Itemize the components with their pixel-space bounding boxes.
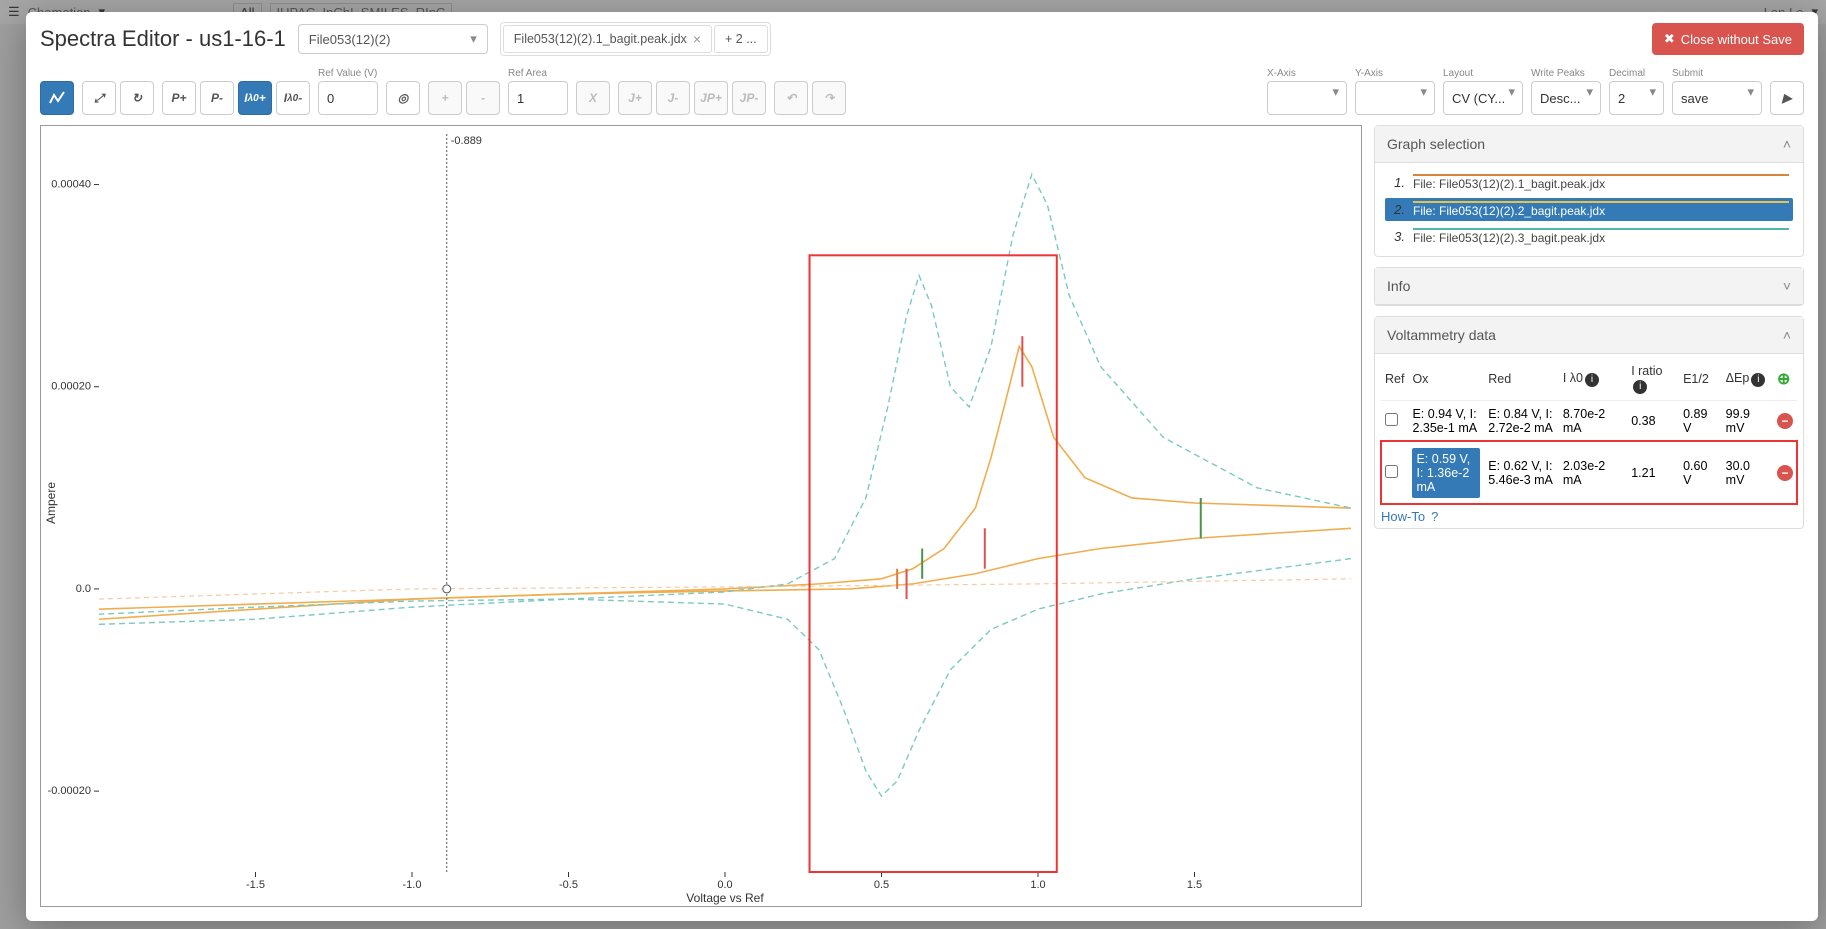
help-icon: ? bbox=[1431, 509, 1438, 524]
jp-plus-button[interactable]: JP+ bbox=[694, 81, 728, 115]
add-row-button[interactable]: ⊕ bbox=[1777, 371, 1790, 388]
chart[interactable]: -1.5 -1.0 -0.5 0.0 0.5 1.0 1.5 -0.00020 0.0 0.000… bbox=[40, 125, 1362, 907]
spectra-editor-modal: Spectra Editor - us1-16-1 File053(12)(2)… bbox=[26, 12, 1818, 921]
jp-minus-button[interactable]: JP- bbox=[732, 81, 766, 115]
graph-item[interactable]: 1. File: File053(12)(2).1_bagit.peak.jdx bbox=[1385, 171, 1793, 194]
svg-text:0.00020: 0.00020 bbox=[51, 381, 91, 393]
svg-text:-0.00020: -0.00020 bbox=[48, 785, 91, 797]
line-tool[interactable] bbox=[40, 81, 74, 115]
voltammetry-table: Ref Ox Red I λ0i I ratioi E1/2 ΔEpi ⊕ E:… bbox=[1381, 358, 1797, 505]
info-icon[interactable]: i bbox=[1585, 373, 1599, 387]
run-button[interactable]: ▶ bbox=[1770, 81, 1804, 115]
info-panel: Info ˅ bbox=[1374, 267, 1804, 306]
redo-button[interactable]: ↷ bbox=[812, 81, 846, 115]
xaxis-select[interactable] bbox=[1267, 81, 1347, 115]
il0-remove-button[interactable]: Iλ0- bbox=[276, 81, 310, 115]
undo-button[interactable]: ↶ bbox=[774, 81, 808, 115]
chevron-down-icon: ˅ bbox=[1783, 278, 1791, 294]
layout-select[interactable] bbox=[1443, 81, 1523, 115]
ref-checkbox[interactable] bbox=[1385, 413, 1398, 426]
reset-zoom-tool[interactable]: ↻ bbox=[120, 81, 154, 115]
remove-row-button[interactable]: − bbox=[1777, 465, 1793, 481]
minus-button[interactable]: - bbox=[466, 81, 500, 115]
ref-checkbox[interactable] bbox=[1385, 465, 1398, 478]
file-tab[interactable]: File053(12)(2).1_bagit.peak.jdx × bbox=[503, 25, 712, 53]
plus-button[interactable]: + bbox=[428, 81, 462, 115]
zoom-tool[interactable]: ⤢ bbox=[82, 81, 116, 115]
graph-item[interactable]: 3. File: File053(12)(2).3_bagit.peak.jdx bbox=[1385, 225, 1793, 248]
submit-select[interactable] bbox=[1672, 81, 1762, 115]
file-tabs: File053(12)(2).1_bagit.peak.jdx × + 2 ..… bbox=[500, 22, 771, 56]
close-without-save-button[interactable]: ✖ Close without Save bbox=[1652, 23, 1804, 55]
panel-header[interactable]: Info ˅ bbox=[1375, 268, 1803, 305]
peak-add-button[interactable]: P+ bbox=[162, 81, 196, 115]
ref-value-input[interactable] bbox=[318, 81, 378, 115]
svg-text:-0.889: -0.889 bbox=[451, 135, 482, 147]
table-row[interactable]: E: 0.94 V, I: 2.35e-1 mA E: 0.84 V, I: 2… bbox=[1381, 400, 1797, 441]
svg-text:0.5: 0.5 bbox=[874, 879, 889, 891]
toolbar: ⤢ ↻ P+ P- Iλ0+ Iλ0- Ref Value (V) ◎ + - … bbox=[26, 62, 1818, 125]
write-peaks-select[interactable] bbox=[1531, 81, 1601, 115]
il0-add-button[interactable]: Iλ0+ bbox=[238, 81, 272, 115]
svg-text:-1.5: -1.5 bbox=[246, 879, 265, 891]
svg-text:Ampere: Ampere bbox=[44, 482, 58, 524]
panel-header[interactable]: Voltammetry data ˄ bbox=[1375, 317, 1803, 354]
file-select[interactable]: File053(12)(2) ▾ bbox=[298, 24, 488, 54]
decimal-select[interactable] bbox=[1609, 81, 1664, 115]
svg-text:0.0: 0.0 bbox=[717, 879, 732, 891]
svg-text:1.0: 1.0 bbox=[1030, 879, 1045, 891]
close-icon: ✖ bbox=[1664, 31, 1675, 47]
svg-text:1.5: 1.5 bbox=[1187, 879, 1202, 891]
remove-row-button[interactable]: − bbox=[1777, 413, 1793, 429]
chevron-up-icon: ˄ bbox=[1783, 327, 1791, 343]
j-minus-button[interactable]: J- bbox=[656, 81, 690, 115]
close-icon[interactable]: × bbox=[693, 32, 701, 46]
svg-text:Voltage vs Ref: Voltage vs Ref bbox=[686, 891, 764, 905]
chevron-up-icon: ˄ bbox=[1783, 136, 1791, 152]
ref-area-input[interactable] bbox=[508, 81, 568, 115]
svg-text:0.0: 0.0 bbox=[76, 583, 91, 595]
panel-header[interactable]: Graph selection ˄ bbox=[1375, 126, 1803, 163]
j-plus-button[interactable]: J+ bbox=[618, 81, 652, 115]
yaxis-select[interactable] bbox=[1355, 81, 1435, 115]
svg-text:-1.0: -1.0 bbox=[403, 879, 422, 891]
voltammetry-panel: Voltammetry data ˄ Ref Ox Red I λ0i I ra… bbox=[1374, 316, 1804, 529]
modal-title: Spectra Editor - us1-16-1 bbox=[40, 26, 286, 52]
howto-link[interactable]: How-To ? bbox=[1381, 509, 1797, 524]
info-icon[interactable]: i bbox=[1751, 373, 1765, 387]
file-tab-more[interactable]: + 2 ... bbox=[714, 25, 768, 53]
svg-text:-0.5: -0.5 bbox=[559, 879, 578, 891]
graph-item[interactable]: 2. File: File053(12)(2).2_bagit.peak.jdx bbox=[1385, 198, 1793, 221]
locate-button[interactable]: ◎ bbox=[386, 81, 420, 115]
peak-remove-button[interactable]: P- bbox=[200, 81, 234, 115]
svg-text:0.00040: 0.00040 bbox=[51, 179, 91, 191]
info-icon[interactable]: i bbox=[1633, 380, 1647, 394]
table-row[interactable]: E: 0.59 V, I: 1.36e-2 mA E: 0.62 V, I: 5… bbox=[1381, 441, 1797, 504]
x-button[interactable]: X bbox=[576, 81, 610, 115]
graph-selection-panel: Graph selection ˄ 1. File: File053(12)(2… bbox=[1374, 125, 1804, 257]
